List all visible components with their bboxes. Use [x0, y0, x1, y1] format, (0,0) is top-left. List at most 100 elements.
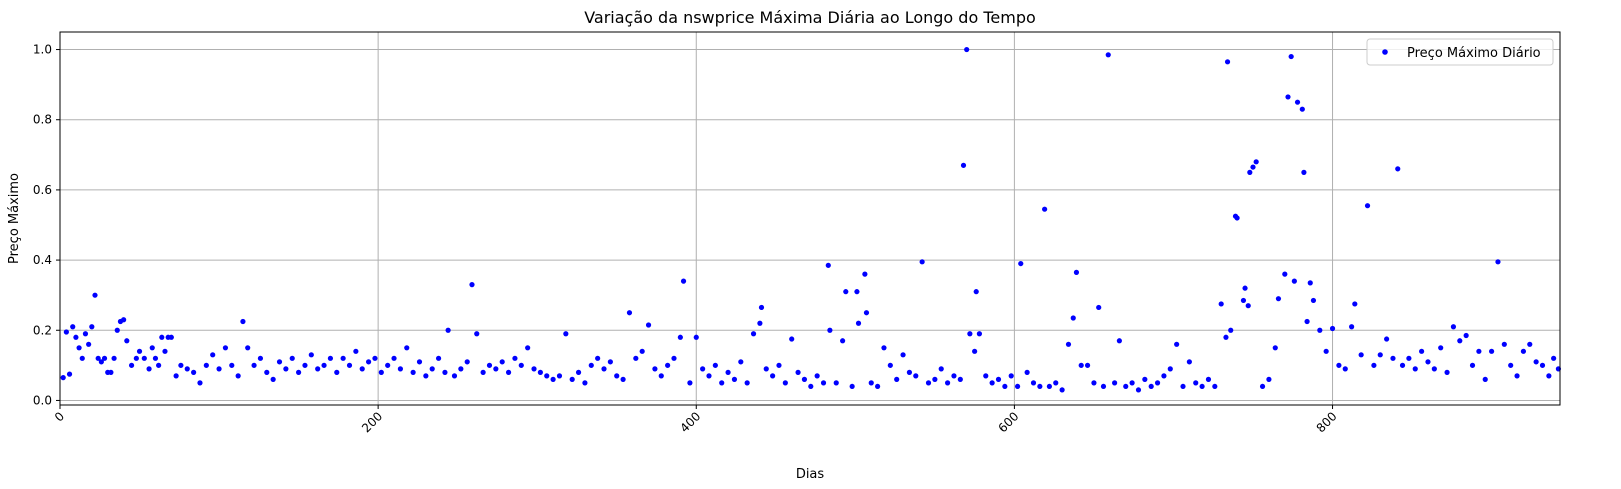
data-point	[862, 271, 868, 277]
data-point	[658, 373, 664, 379]
data-point	[639, 348, 645, 354]
data-point	[1364, 203, 1371, 209]
data-point	[474, 331, 480, 337]
data-point	[505, 369, 512, 375]
data-point	[801, 376, 808, 382]
data-point	[1059, 387, 1065, 393]
data-point	[1042, 206, 1048, 212]
data-point	[128, 362, 135, 368]
data-point	[159, 334, 165, 340]
data-point	[66, 371, 73, 377]
data-point	[423, 373, 429, 379]
data-point	[416, 359, 423, 365]
data-point	[894, 376, 900, 382]
data-point	[451, 373, 458, 379]
data-point	[544, 373, 550, 379]
data-point	[365, 359, 372, 365]
data-point	[1030, 380, 1037, 386]
data-point	[938, 366, 944, 372]
data-point	[808, 383, 814, 390]
data-point	[693, 334, 699, 340]
data-point	[79, 355, 85, 361]
data-point	[1002, 383, 1008, 390]
data-point	[1384, 336, 1390, 342]
data-point	[964, 46, 970, 53]
data-point	[913, 373, 919, 379]
data-point	[1450, 324, 1457, 330]
data-point	[840, 338, 846, 344]
data-point	[378, 369, 384, 375]
data-point	[671, 355, 677, 361]
data-point	[178, 362, 184, 368]
data-point	[1148, 383, 1154, 390]
data-point	[391, 355, 397, 361]
x-tick-label: 800	[1314, 409, 1340, 435]
data-point	[111, 355, 117, 361]
data-point	[458, 366, 464, 372]
data-point	[563, 331, 569, 337]
data-point	[1533, 359, 1539, 365]
data-point	[1240, 297, 1247, 304]
data-point	[782, 380, 788, 386]
data-point	[1186, 359, 1192, 365]
data-point	[98, 359, 104, 365]
x-tick-label: 600	[995, 409, 1021, 435]
data-point	[1142, 376, 1148, 382]
data-point	[944, 380, 951, 386]
data-point	[795, 369, 801, 375]
data-point	[957, 376, 963, 382]
data-point	[1014, 383, 1021, 390]
data-point	[1259, 383, 1266, 390]
data-point	[550, 376, 556, 382]
data-point	[1024, 369, 1030, 375]
data-point	[1329, 325, 1336, 332]
data-point	[1482, 376, 1488, 382]
data-point	[855, 320, 862, 326]
data-point	[308, 352, 314, 358]
data-point	[1078, 362, 1084, 368]
data-point	[1294, 99, 1301, 105]
data-point	[1425, 359, 1431, 365]
data-point	[731, 376, 738, 382]
data-point	[1174, 341, 1180, 347]
data-point	[1167, 366, 1173, 372]
data-point	[620, 376, 626, 382]
data-point	[264, 369, 270, 375]
data-point	[1390, 355, 1396, 361]
data-point	[1073, 269, 1080, 275]
data-point	[152, 355, 159, 361]
data-point	[1395, 166, 1401, 172]
data-point	[1495, 259, 1501, 265]
data-point	[1469, 362, 1476, 368]
data-point	[1161, 373, 1167, 379]
data-point	[900, 352, 906, 358]
data-point	[141, 355, 147, 361]
data-point	[156, 362, 162, 368]
data-point	[372, 355, 378, 361]
data-point	[1253, 159, 1259, 165]
data-point	[776, 362, 782, 368]
data-point	[750, 331, 757, 337]
data-point	[1438, 345, 1444, 351]
data-point	[919, 259, 925, 265]
data-point	[738, 359, 744, 365]
data-point	[1112, 380, 1118, 386]
data-point	[315, 366, 321, 372]
data-point	[868, 380, 874, 386]
data-point	[222, 345, 229, 351]
data-point	[614, 373, 620, 379]
data-point	[1310, 297, 1317, 304]
data-point	[353, 348, 359, 354]
data-point	[216, 366, 222, 372]
data-point	[1228, 327, 1234, 333]
data-point	[1245, 303, 1251, 309]
data-point	[184, 366, 190, 372]
data-point	[1527, 341, 1533, 347]
data-point	[820, 380, 827, 386]
data-point	[385, 362, 391, 368]
data-point	[86, 341, 92, 347]
data-point	[1342, 366, 1348, 372]
chart-title: Variação da nswprice Máxima Diária ao Lo…	[584, 8, 1036, 27]
data-point	[1377, 352, 1383, 358]
